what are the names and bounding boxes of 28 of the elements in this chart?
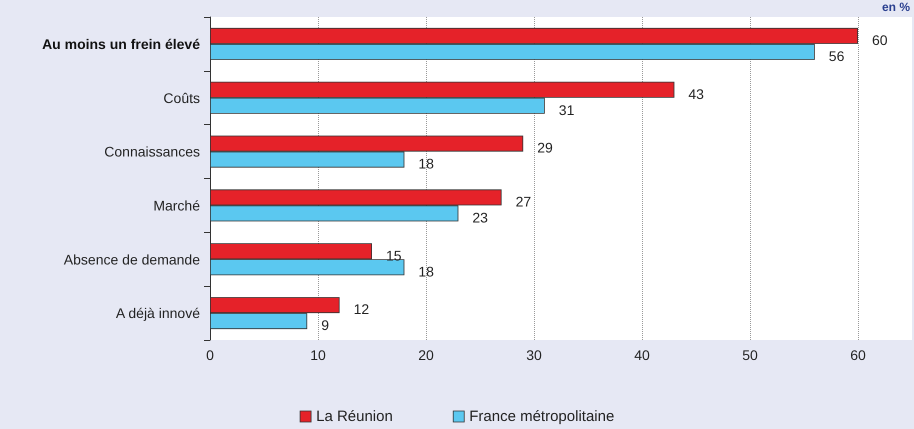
data-label: 27: [516, 193, 532, 210]
y-tick-label: Connaissances: [104, 144, 200, 160]
data-label: 29: [537, 140, 553, 156]
data-label: 23: [472, 209, 488, 226]
text: en %: [882, 0, 910, 14]
data-label: 31: [558, 102, 575, 118]
data-label: 60: [872, 32, 888, 48]
x-tick-label: 10: [310, 347, 326, 363]
data-label: 15: [386, 247, 402, 264]
data-label: 12: [354, 301, 370, 318]
x-tick-label: 50: [742, 347, 758, 363]
x-tick-label: 30: [526, 347, 542, 363]
y-tick-label: Absence de demande: [64, 251, 200, 268]
y-tick-label: Au moins un frein élevé: [42, 36, 200, 52]
x-tick-label: 60: [850, 347, 866, 363]
legend-label: France métropolitaine: [469, 408, 614, 425]
legend-label: La Réunion: [316, 408, 393, 425]
y-tick-label: Marché: [153, 197, 200, 214]
data-label: 18: [418, 263, 434, 280]
data-label: 18: [418, 156, 434, 172]
x-tick-label: 40: [634, 347, 650, 363]
data-label: 56: [828, 48, 845, 64]
data-label: 9: [321, 317, 330, 334]
data-label: 43: [688, 86, 704, 102]
y-tick-label: A déjà innové: [116, 305, 200, 322]
x-tick-label: 0: [206, 347, 214, 363]
y-tick-label: Coûts: [163, 90, 200, 106]
x-tick-label: 20: [418, 347, 434, 363]
